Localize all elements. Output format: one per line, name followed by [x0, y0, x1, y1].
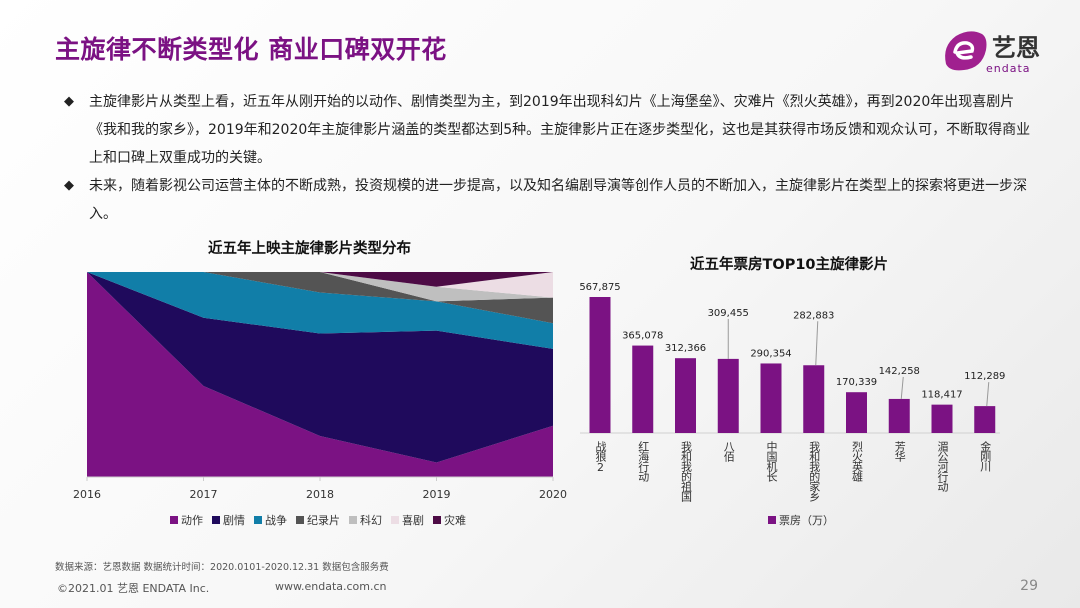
bar-value-label: 309,455 — [708, 308, 749, 319]
legend-item: 票房（万） — [768, 512, 834, 528]
bar — [760, 363, 782, 433]
bar — [675, 358, 696, 433]
area-series-5 — [87, 272, 553, 298]
legend-item: 纪录片 — [296, 512, 340, 528]
area-series-3 — [87, 272, 553, 324]
bar-chart-legend: 票房（万） — [768, 512, 834, 528]
legend-item: 科幻 — [349, 512, 382, 528]
legend-label: 科幻 — [360, 514, 382, 527]
bar-category-label: 我和我的祖国 — [679, 441, 693, 501]
bar-category-label: 中国机长 — [765, 441, 778, 481]
diamond-icon: ◆ — [64, 178, 74, 193]
x-tick-label: 2019 — [423, 488, 451, 501]
area-series-2 — [87, 272, 553, 349]
bar-category-label: 红海行动 — [636, 441, 650, 481]
legend-item: 喜剧 — [391, 512, 424, 528]
legend-label: 喜剧 — [402, 514, 424, 527]
bar-value-label: 290,354 — [750, 348, 791, 359]
legend-label: 纪录片 — [307, 514, 340, 527]
data-source: 数据来源：艺恩数据 数据统计时间：2020.0101-2020.12.31 数据… — [55, 562, 389, 573]
svg-text:endata: endata — [986, 62, 1031, 75]
bar-chart-title: 近五年票房TOP10主旋律影片 — [690, 257, 889, 273]
bar-value-label: 567,875 — [579, 282, 620, 293]
summary-text: ◆ 主旋律影片从类型上看，近五年从刚开始的以动作、剧情类型为主，到2019年出现科… — [62, 88, 1042, 228]
legend-label: 灾难 — [444, 514, 466, 527]
bar-value-label: 312,366 — [665, 343, 706, 354]
legend-item: 动作 — [170, 512, 203, 528]
area-series-1 — [87, 272, 553, 463]
page-number: 29 — [1020, 578, 1038, 594]
bar-category-label: 战狼2 — [594, 441, 607, 473]
leader-line — [986, 382, 990, 407]
bar-value-label: 112,289 — [964, 371, 1005, 382]
area-series-6 — [87, 272, 553, 287]
legend-item: 剧情 — [212, 512, 245, 528]
bar-value-label: 118,417 — [921, 390, 962, 401]
bullet-item: ◆ 主旋律影片从类型上看，近五年从刚开始的以动作、剧情类型为主，到2019年出现科… — [62, 88, 1042, 172]
bar — [632, 345, 654, 433]
endata-logo: 艺恩 endata — [945, 31, 1040, 75]
bar-category-label: 我和我的家乡 — [807, 441, 821, 501]
bar-category-label: 芳华 — [893, 441, 907, 461]
bar-category-label: 金刚川 — [978, 441, 992, 471]
bar — [803, 365, 825, 433]
bar-category-label: 烈火英雄 — [850, 441, 864, 481]
website-link[interactable]: www.endata.com.cn — [275, 580, 387, 593]
area-series-4 — [87, 272, 553, 302]
bar-category-label: 八佰 — [722, 441, 736, 461]
area-chart-legend: 动作 剧情 战争 纪录片 科幻 喜剧 灾难 — [170, 512, 466, 528]
x-tick-label: 2017 — [190, 488, 218, 501]
x-tick-label: 2016 — [73, 488, 101, 501]
bar-category-label: 湄公河行动 — [936, 441, 949, 491]
leader-line — [815, 321, 819, 366]
legend-item: 灾难 — [433, 512, 466, 528]
bar — [717, 358, 739, 433]
bar — [589, 297, 611, 433]
svg-text:艺恩: 艺恩 — [992, 34, 1040, 62]
page-title: 主旋律不断类型化 商业口碑双开花 — [55, 35, 447, 64]
x-tick-label: 2018 — [306, 488, 334, 501]
bullet-item: ◆ 未来，随着影视公司运营主体的不断成熟，投资规模的进一步提高，以及知名编剧导演等… — [62, 172, 1042, 228]
bar-value-label: 170,339 — [836, 377, 877, 388]
leader-line — [900, 376, 904, 399]
legend-label: 剧情 — [223, 514, 245, 527]
legend-item: 战争 — [254, 512, 287, 528]
copyright: ©2021.01 艺恩 ENDATA Inc. — [57, 582, 210, 595]
genre-area-chart: 2016 2017 2018 2019 2020 — [73, 272, 567, 501]
bar — [846, 392, 867, 433]
area-series-0 — [87, 272, 553, 477]
bar — [931, 404, 953, 433]
bar — [888, 398, 910, 433]
legend-label: 战争 — [265, 514, 287, 527]
x-tick-label: 2020 — [539, 488, 567, 501]
diamond-icon: ◆ — [64, 94, 74, 109]
legend-label: 动作 — [181, 514, 203, 527]
area-chart-title: 近五年上映主旋律影片类型分布 — [208, 241, 411, 257]
bar-value-label: 282,883 — [793, 310, 834, 321]
bar-value-label: 365,078 — [622, 331, 663, 342]
bar-value-label: 142,258 — [879, 366, 920, 377]
bar — [974, 406, 996, 433]
